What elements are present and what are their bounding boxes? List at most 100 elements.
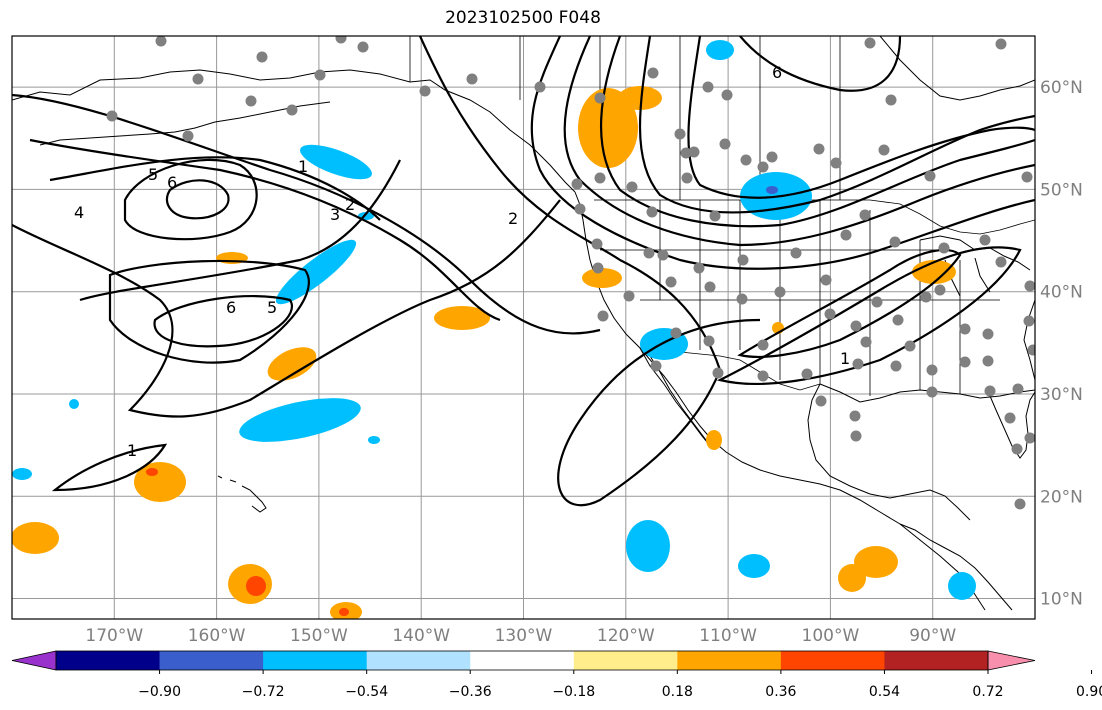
station-marker bbox=[979, 234, 991, 246]
longitude-tick-label: 90°W bbox=[909, 626, 956, 646]
station-marker bbox=[693, 262, 705, 274]
hudson-coastline bbox=[879, 36, 1035, 101]
station-marker bbox=[1011, 443, 1023, 455]
station-marker bbox=[419, 85, 431, 97]
positive-anomaly-region bbox=[582, 268, 622, 288]
station-marker bbox=[934, 284, 946, 296]
station-marker bbox=[757, 339, 769, 351]
positive-anomaly-region bbox=[838, 564, 866, 592]
contour-label: 1 bbox=[127, 441, 137, 460]
contour-line bbox=[599, 36, 1035, 228]
station-marker bbox=[1004, 412, 1016, 424]
latitude-tick-label: 50°N bbox=[1040, 180, 1083, 200]
alaska-coastline bbox=[12, 69, 576, 193]
contour-line bbox=[716, 246, 1022, 385]
contour-line bbox=[638, 36, 1035, 214]
station-marker bbox=[688, 146, 700, 158]
contour-label: 2 bbox=[345, 195, 355, 214]
station-marker bbox=[703, 335, 715, 347]
station-marker bbox=[790, 247, 802, 259]
station-marker bbox=[852, 358, 864, 370]
station-marker bbox=[597, 310, 609, 322]
colorbar-segment bbox=[366, 651, 471, 670]
contour-lines bbox=[12, 36, 1035, 507]
station-marker bbox=[534, 81, 546, 93]
colorbar-segment bbox=[884, 651, 989, 670]
longitude-tick-label: 110°W bbox=[699, 626, 757, 646]
station-marker bbox=[766, 151, 778, 163]
contour-label: 5 bbox=[267, 298, 277, 317]
station-marker bbox=[574, 203, 586, 215]
station-marker bbox=[650, 360, 662, 372]
station-marker bbox=[938, 242, 950, 254]
longitude-tick-label: 160°W bbox=[188, 626, 246, 646]
strong-positive-anomaly-region bbox=[246, 576, 266, 596]
station-marker bbox=[182, 130, 194, 142]
contour-label: 2 bbox=[508, 209, 518, 228]
station-marker bbox=[719, 138, 731, 150]
station-marker bbox=[757, 370, 769, 382]
station-marker bbox=[192, 73, 204, 85]
station-marker bbox=[1024, 432, 1035, 444]
station-marker bbox=[890, 360, 902, 372]
contour-line bbox=[49, 156, 381, 221]
station-marker bbox=[878, 144, 890, 156]
station-marker bbox=[1021, 171, 1033, 183]
station-marker bbox=[815, 395, 827, 407]
longitude-tick-label: 120°W bbox=[597, 626, 655, 646]
colorbar-segment bbox=[159, 651, 264, 670]
station-marker bbox=[335, 36, 347, 44]
station-marker bbox=[674, 128, 686, 140]
canada-provinces bbox=[519, 36, 841, 200]
colorbar-outline bbox=[55, 650, 989, 671]
latitude-tick-label: 10°N bbox=[1040, 590, 1083, 610]
mexico-gulf-coast bbox=[807, 383, 971, 521]
central-america bbox=[899, 523, 1013, 611]
station-marker bbox=[1012, 383, 1024, 395]
contour-label: 6 bbox=[226, 298, 236, 317]
station-marker bbox=[885, 94, 897, 106]
colorbar-tick-label: −0.90 bbox=[138, 684, 181, 700]
negative-anomaly-region bbox=[239, 398, 361, 442]
station-marker bbox=[830, 157, 842, 169]
station-marker bbox=[824, 308, 836, 320]
colorbar-segment bbox=[780, 651, 885, 670]
station-marker bbox=[850, 320, 862, 332]
strong-negative-anomaly-region bbox=[766, 186, 778, 194]
station-marker bbox=[594, 172, 606, 184]
negative-anomaly-region bbox=[706, 40, 734, 60]
negative-anomaly-region bbox=[626, 520, 670, 572]
contour-label: 4 bbox=[74, 203, 84, 222]
positive-anomaly-region bbox=[854, 546, 898, 578]
map-title: 2023102500 F048 bbox=[445, 8, 601, 28]
station-marker bbox=[813, 143, 825, 155]
station-marker bbox=[840, 229, 852, 241]
negative-anomaly-region bbox=[300, 144, 372, 180]
contour-line bbox=[79, 159, 401, 302]
positive-anomaly-region bbox=[267, 347, 317, 381]
contour-line bbox=[530, 36, 1035, 270]
contour-line-5-closed bbox=[123, 158, 258, 241]
negative-anomaly-region bbox=[368, 436, 380, 444]
station-marker bbox=[1024, 280, 1035, 292]
hawaii-islands bbox=[217, 475, 267, 513]
colorbar-tick-label: −0.72 bbox=[242, 684, 285, 700]
station-marker bbox=[959, 323, 971, 335]
contour-labels: 1 2 3 5 6 4 6 5 1 2 1 6 bbox=[74, 63, 850, 460]
contour-line-6-closed-south bbox=[153, 294, 293, 348]
station-marker bbox=[737, 254, 749, 266]
contour-label: 6 bbox=[167, 173, 177, 192]
colorbar-tick-label: 0.72 bbox=[972, 684, 1003, 700]
station-marker bbox=[757, 161, 769, 173]
negative-anomaly-region bbox=[738, 554, 770, 578]
latitude-tick-label: 60°N bbox=[1040, 78, 1083, 98]
negative-anomaly-region bbox=[12, 468, 32, 480]
colorbar-segment bbox=[470, 651, 575, 670]
contour-label: 1 bbox=[840, 349, 850, 368]
positive-anomaly-region bbox=[12, 522, 59, 554]
station-marker bbox=[670, 327, 682, 339]
station-marker bbox=[924, 170, 936, 182]
station-marker bbox=[926, 364, 938, 376]
east-coastline bbox=[1023, 299, 1035, 381]
anomaly-shading bbox=[12, 40, 976, 619]
